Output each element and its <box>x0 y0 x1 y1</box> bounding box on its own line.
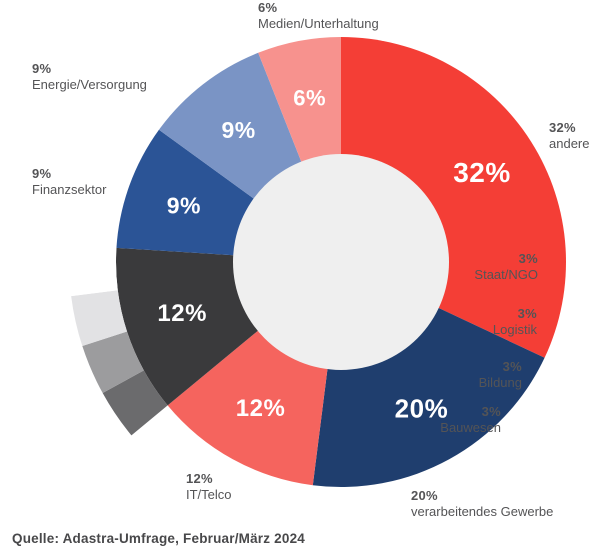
segment-pct-text: 3% <box>517 306 537 321</box>
sub-segment-staat-ngo <box>69 244 118 297</box>
sub-segment-bauwesen <box>102 370 168 436</box>
segment-outer-label-medien-unterhaltung: 6% Medien/Unterhaltung <box>258 0 379 31</box>
segment-name-text: Bauwesen <box>440 419 501 435</box>
sub-segment-logistik <box>71 290 128 347</box>
segment-value-label-sonstige-gruppe: 12% <box>157 300 207 327</box>
segment-value-label-energie-versorgung: 9% <box>222 117 256 143</box>
segment-outer-label-andere: 32% andere <box>549 120 589 151</box>
sub-segment-bildung <box>82 331 144 394</box>
segment-name-text: Energie/Versorgung <box>32 76 147 92</box>
segment-outer-label-staat-ngo: 3% Staat/NGO <box>474 251 538 282</box>
donut-hole <box>233 154 449 370</box>
segment-outer-label-energie-versorgung: 9% Energie/Versorgung <box>32 61 147 92</box>
segment-value-label-andere: 32% <box>453 157 511 188</box>
segment-outer-label-finanzsektor: 9% Finanzsektor <box>32 166 106 197</box>
segment-pct-text: 3% <box>481 404 501 419</box>
segment-outer-label-it-telco: 12% IT/Telco <box>186 471 232 502</box>
segment-name-text: Bildung <box>478 374 522 390</box>
segment-pct-text: 3% <box>518 251 538 266</box>
segment-name-text: Logistik <box>492 321 537 337</box>
segment-pct-text: 32% <box>549 120 576 135</box>
segment-pct-text: 20% <box>411 488 438 503</box>
segment-outer-label-bildung: 3% Bildung <box>479 359 522 390</box>
segment-pct-text: 12% <box>186 471 213 486</box>
segment-name-text: verarbeitendes Gewerbe <box>411 503 554 519</box>
segment-pct-text: 9% <box>32 61 52 76</box>
segment-name-text: Medien/Unterhaltung <box>258 15 379 31</box>
segment-value-label-it-telco: 12% <box>236 395 286 422</box>
source-caption: Quelle: Adastra-Umfrage, Februar/März 20… <box>12 531 305 546</box>
segment-name-text: IT/Telco <box>186 486 232 502</box>
segment-value-label-medien-unterhaltung: 6% <box>293 85 326 110</box>
segment-pct-text: 3% <box>502 359 522 374</box>
segment-pct-text: 6% <box>258 0 278 15</box>
segment-value-label-finanzsektor: 9% <box>167 192 201 218</box>
segment-outer-label-logistik: 3% Logistik <box>493 306 537 337</box>
segment-name-text: andere <box>549 135 590 151</box>
segment-name-text: Staat/NGO <box>474 266 538 282</box>
segment-outer-label-verarbeitendes-gewerbe: 20% verarbeitendes Gewerbe <box>411 488 553 519</box>
segment-outer-label-bauwesen: 3% Bauwesen <box>440 404 501 435</box>
segment-pct-text: 9% <box>32 166 52 181</box>
segment-value-label-verarbeitendes-gewerbe: 20% <box>395 393 449 423</box>
segment-name-text: Finanzsektor <box>32 181 107 197</box>
